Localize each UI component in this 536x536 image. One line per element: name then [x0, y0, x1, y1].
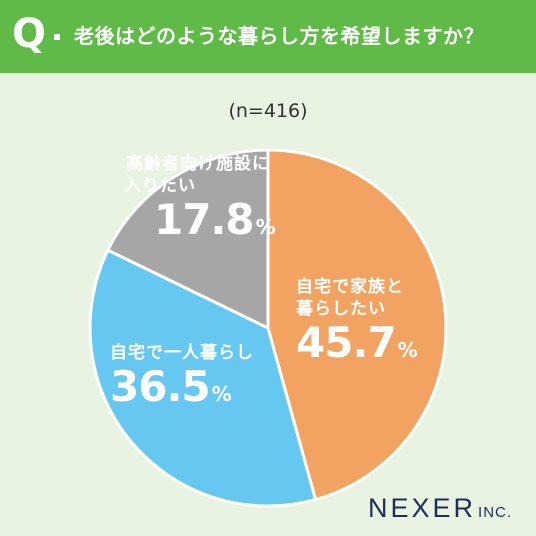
q-dot-decoration	[54, 34, 60, 40]
q-letter: Q	[12, 11, 47, 57]
slice-category-line2: 暮らしたい	[296, 299, 386, 319]
slice-percent-unit: %	[211, 382, 232, 406]
slice-percent: 45.7%	[296, 320, 418, 373]
slice-percent-unit: %	[397, 338, 418, 362]
slice-percent: 36.5%	[110, 364, 254, 417]
slice-label-facility: 高齢者向け施設に 入りたい 17.8%	[124, 153, 276, 250]
slice-label-family: 自宅で家族と 暮らしたい 45.7%	[296, 276, 418, 373]
slice-percent: 17.8%	[154, 197, 276, 250]
pie-slice-facility	[106, 148, 270, 330]
sample-size: (n=416)	[228, 100, 308, 122]
question-header: Q 老後はどのような暮らし方を希望しますか？	[0, 0, 536, 73]
pie-slice-family	[266, 148, 448, 502]
slice-category-line1: 高齢者向け施設に	[126, 154, 270, 174]
slice-percent-value: 17.8	[154, 195, 255, 244]
slice-percent-unit: %	[255, 215, 276, 239]
logo-wordmark: NEXER	[368, 493, 477, 523]
slice-category-line2: 入りたい	[124, 176, 196, 196]
slice-percent-value: 36.5	[110, 362, 211, 411]
nexer-logo: NEXER INC.	[368, 492, 512, 529]
slice-percent-value: 45.7	[296, 318, 397, 367]
slice-label-alone: 自宅で一人暮らし 36.5%	[110, 342, 254, 417]
slice-category-line1: 自宅で家族と	[296, 277, 404, 297]
logo-suffix: INC.	[478, 504, 513, 521]
question-text: 老後はどのような暮らし方を希望しますか？	[74, 24, 484, 48]
pie-slice-alone	[88, 248, 318, 508]
slice-category-line1: 自宅で一人暮らし	[110, 343, 254, 363]
